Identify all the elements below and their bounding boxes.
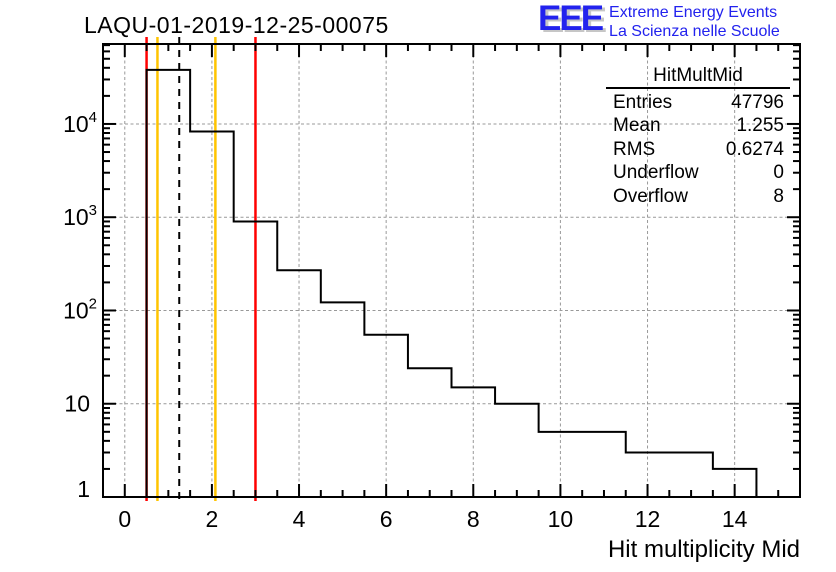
stat-value: 0.6274 bbox=[725, 138, 784, 160]
y-tick-label: 104 bbox=[63, 109, 97, 137]
eee-logo-line2: La Scienza nelle Scuole bbox=[609, 23, 780, 40]
stats-box-title: HitMultMid bbox=[606, 66, 790, 89]
x-tick-label: 8 bbox=[467, 506, 480, 532]
x-axis-title: Hit multiplicity Mid bbox=[608, 536, 800, 563]
y-axis-labels: 1 10 102 103 104 bbox=[63, 109, 97, 502]
x-axis-labels: 0 2 4 6 8 10 12 14 bbox=[118, 506, 747, 532]
histogram-step-line bbox=[103, 68, 800, 498]
stat-row: Entries 47796 bbox=[606, 91, 790, 115]
stats-box: HitMultMid Entries 47796 Mean 1.255 RMS 0.627… bbox=[606, 66, 790, 209]
stat-label: Overflow bbox=[613, 185, 688, 207]
x-tick-label: 10 bbox=[548, 506, 574, 532]
eee-logo: EEE Extreme Energy Events La Scienza nel… bbox=[538, 0, 780, 41]
stat-value: 47796 bbox=[731, 91, 784, 113]
stat-label: Entries bbox=[613, 91, 673, 113]
stat-row: Mean 1.255 bbox=[606, 115, 790, 139]
stat-row: Underflow 0 bbox=[606, 162, 790, 186]
stat-label: Underflow bbox=[613, 162, 699, 184]
stat-value: 8 bbox=[773, 185, 784, 207]
x-tick-label: 6 bbox=[380, 506, 393, 532]
eee-logo-letters: EEE bbox=[538, 0, 604, 38]
stats-box-rows: Entries 47796 Mean 1.255 RMS 0.6274 Underflow 0… bbox=[606, 91, 790, 209]
stat-row: Overflow 8 bbox=[606, 185, 790, 209]
x-tick-label: 2 bbox=[206, 506, 219, 532]
stat-value: 0 bbox=[773, 162, 784, 184]
y-tick-label: 1 bbox=[77, 476, 90, 502]
page-title: LAQU-01-2019-12-25-00075 bbox=[84, 12, 389, 38]
x-tick-label: 14 bbox=[722, 506, 748, 532]
eee-logo-line1: Extreme Energy Events bbox=[609, 4, 778, 21]
axis-ticks bbox=[103, 44, 800, 497]
y-tick-label: 103 bbox=[63, 202, 97, 230]
x-tick-label: 12 bbox=[635, 506, 661, 532]
stat-label: Mean bbox=[613, 115, 661, 137]
y-tick-label: 102 bbox=[63, 295, 97, 323]
x-tick-label: 0 bbox=[118, 506, 131, 532]
eee-logo-text: Extreme Energy Events La Scienza nelle S… bbox=[609, 2, 780, 41]
stat-row: RMS 0.6274 bbox=[606, 138, 790, 162]
y-tick-label: 10 bbox=[64, 391, 90, 417]
stat-label: RMS bbox=[613, 138, 656, 160]
x-tick-label: 4 bbox=[293, 506, 306, 532]
stat-value: 1.255 bbox=[736, 115, 784, 137]
